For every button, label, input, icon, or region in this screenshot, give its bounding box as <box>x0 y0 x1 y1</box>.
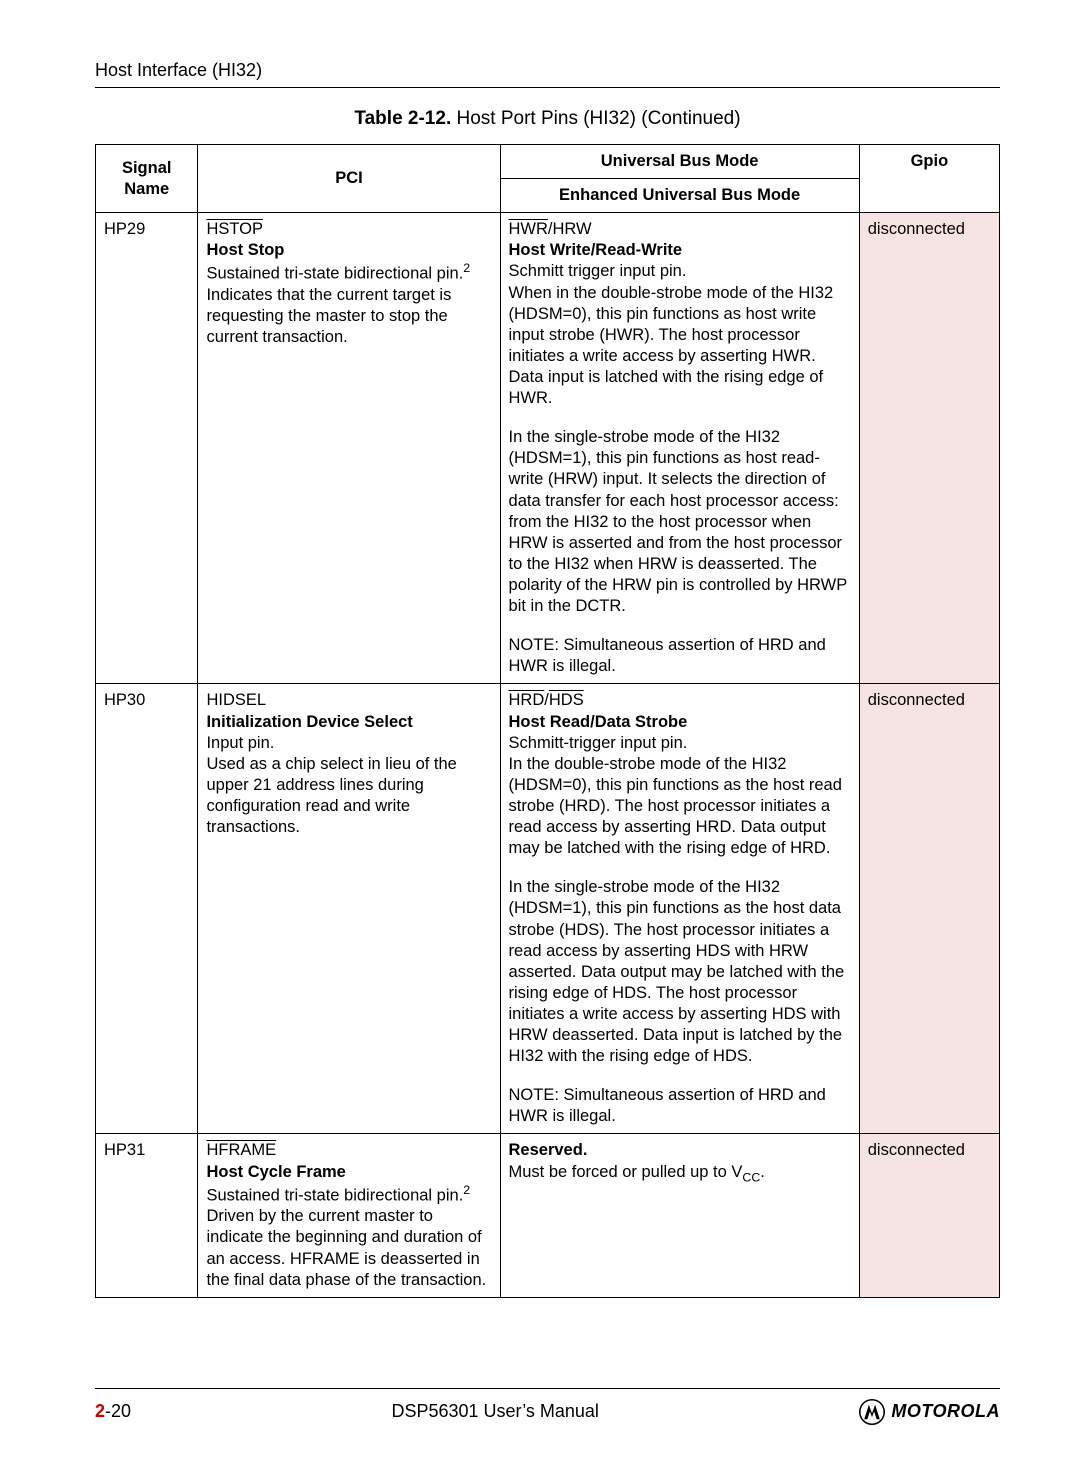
gpio-cell: disconnected <box>859 213 999 684</box>
ubm-title: Host Write/Read-Write <box>509 240 851 261</box>
ubm-pin: HWR/HRW <box>509 219 851 240</box>
ubm-body: In the double-strobe mode of the HI32 (H… <box>509 754 851 860</box>
pci-body: Driven by the current master to indicate… <box>206 1206 491 1290</box>
ubm-cell: HRD/HDS Host Read/Data Strobe Schmitt-tr… <box>500 684 859 1134</box>
ubm-title: Host Read/Data Strobe <box>509 712 851 733</box>
pci-line: Sustained tri-state bidirectional pin. <box>206 1186 463 1204</box>
pci-cell: HFRAME Host Cycle Frame Sustained tri-st… <box>198 1134 500 1297</box>
col-ubm-top: Universal Bus Mode <box>500 145 859 179</box>
ubm-note: NOTE: Simultaneous assertion of HRD and … <box>509 635 851 677</box>
pci-line: Sustained tri-state bidirectional pin. <box>206 265 463 283</box>
signal-cell: HP31 <box>96 1134 198 1297</box>
col-gpio: Gpio <box>859 145 999 213</box>
footer-rule <box>95 1388 1000 1389</box>
brand-text: MOTOROLA <box>891 1401 1000 1422</box>
col-pci: PCI <box>198 145 500 213</box>
ubm-line: . <box>760 1163 765 1181</box>
ubm-body: Schmitt trigger input pin. <box>509 261 851 282</box>
document-page: Host Interface (HI32) Table 2-12. Host P… <box>0 0 1080 1465</box>
chapter-number: 2 <box>95 1401 105 1421</box>
signal-cell: HP29 <box>96 213 198 684</box>
pci-body: Sustained tri-state bidirectional pin.2 <box>206 1183 491 1207</box>
pci-body: Indicates that the current target is req… <box>206 285 491 348</box>
pci-body: Input pin. <box>206 733 491 754</box>
ubm-body: In the single-strobe mode of the HI32 (H… <box>509 427 851 617</box>
col-signal-name: Signal Name <box>96 145 198 213</box>
table-row: HP30 HIDSEL Initialization Device Select… <box>96 684 1000 1134</box>
signal-cell: HP30 <box>96 684 198 1134</box>
pci-body: Used as a chip select in lieu of the upp… <box>206 754 491 838</box>
ubm-cell: HWR/HRW Host Write/Read-Write Schmitt tr… <box>500 213 859 684</box>
pci-cell: HSTOP Host Stop Sustained tri-state bidi… <box>198 213 500 684</box>
table-caption: Table 2-12. Host Port Pins (HI32) (Conti… <box>95 108 1000 130</box>
ubm-body: Schmitt-trigger input pin. <box>509 733 851 754</box>
brand-block: MOTOROLA <box>859 1399 1000 1425</box>
page-suffix: -20 <box>105 1401 131 1421</box>
pci-pin: HFRAME <box>206 1141 276 1159</box>
table-title: Host Port Pins (HI32) (Continued) <box>451 108 740 129</box>
section-title: Host Interface (HI32) <box>95 60 1000 81</box>
subscript: CC <box>742 1170 760 1184</box>
gpio-cell: disconnected <box>859 1134 999 1297</box>
ubm-body: Must be forced or pulled up to VCC. <box>509 1162 851 1186</box>
pin-table: Signal Name PCI Universal Bus Mode Gpio … <box>95 144 1000 1298</box>
manual-title: DSP56301 User’s Manual <box>391 1401 598 1422</box>
pin-a: HRD <box>509 691 545 709</box>
pin-b: HDS <box>549 691 584 709</box>
pin-a: HWR <box>509 220 548 238</box>
table-head: Signal Name PCI Universal Bus Mode Gpio … <box>96 145 1000 213</box>
page-footer: 2-20 DSP56301 User’s Manual MOTOROLA <box>95 1388 1000 1425</box>
col-ubm-bottom: Enhanced Universal Bus Mode <box>500 179 859 213</box>
table-row: HP29 HSTOP Host Stop Sustained tri-state… <box>96 213 1000 684</box>
ubm-title: Reserved. <box>509 1140 851 1161</box>
pci-pin: HIDSEL <box>206 691 266 709</box>
table-row: HP31 HFRAME Host Cycle Frame Sustained t… <box>96 1134 1000 1297</box>
page-number: 2-20 <box>95 1401 131 1422</box>
gpio-cell: disconnected <box>859 684 999 1134</box>
ubm-line: Must be forced or pulled up to V <box>509 1163 743 1181</box>
pci-pin: HSTOP <box>206 220 263 238</box>
footnote-ref: 2 <box>463 261 470 275</box>
pci-title: Host Cycle Frame <box>206 1162 491 1183</box>
pci-body: Sustained tri-state bidirectional pin.2 <box>206 261 491 285</box>
motorola-logo-icon <box>859 1399 885 1425</box>
pci-cell: HIDSEL Initialization Device Select Inpu… <box>198 684 500 1134</box>
footnote-ref: 2 <box>463 1183 470 1197</box>
pci-title: Initialization Device Select <box>206 712 491 733</box>
pin-b: HRW <box>553 220 592 238</box>
ubm-body: When in the double-strobe mode of the HI… <box>509 283 851 410</box>
ubm-pin: HRD/HDS <box>509 690 851 711</box>
header-rule <box>95 87 1000 88</box>
ubm-cell: Reserved. Must be forced or pulled up to… <box>500 1134 859 1297</box>
ubm-note: NOTE: Simultaneous assertion of HRD and … <box>509 1085 851 1127</box>
table-number: Table 2-12. <box>354 108 451 129</box>
pci-title: Host Stop <box>206 240 491 261</box>
ubm-body: In the single-strobe mode of the HI32 (H… <box>509 877 851 1067</box>
